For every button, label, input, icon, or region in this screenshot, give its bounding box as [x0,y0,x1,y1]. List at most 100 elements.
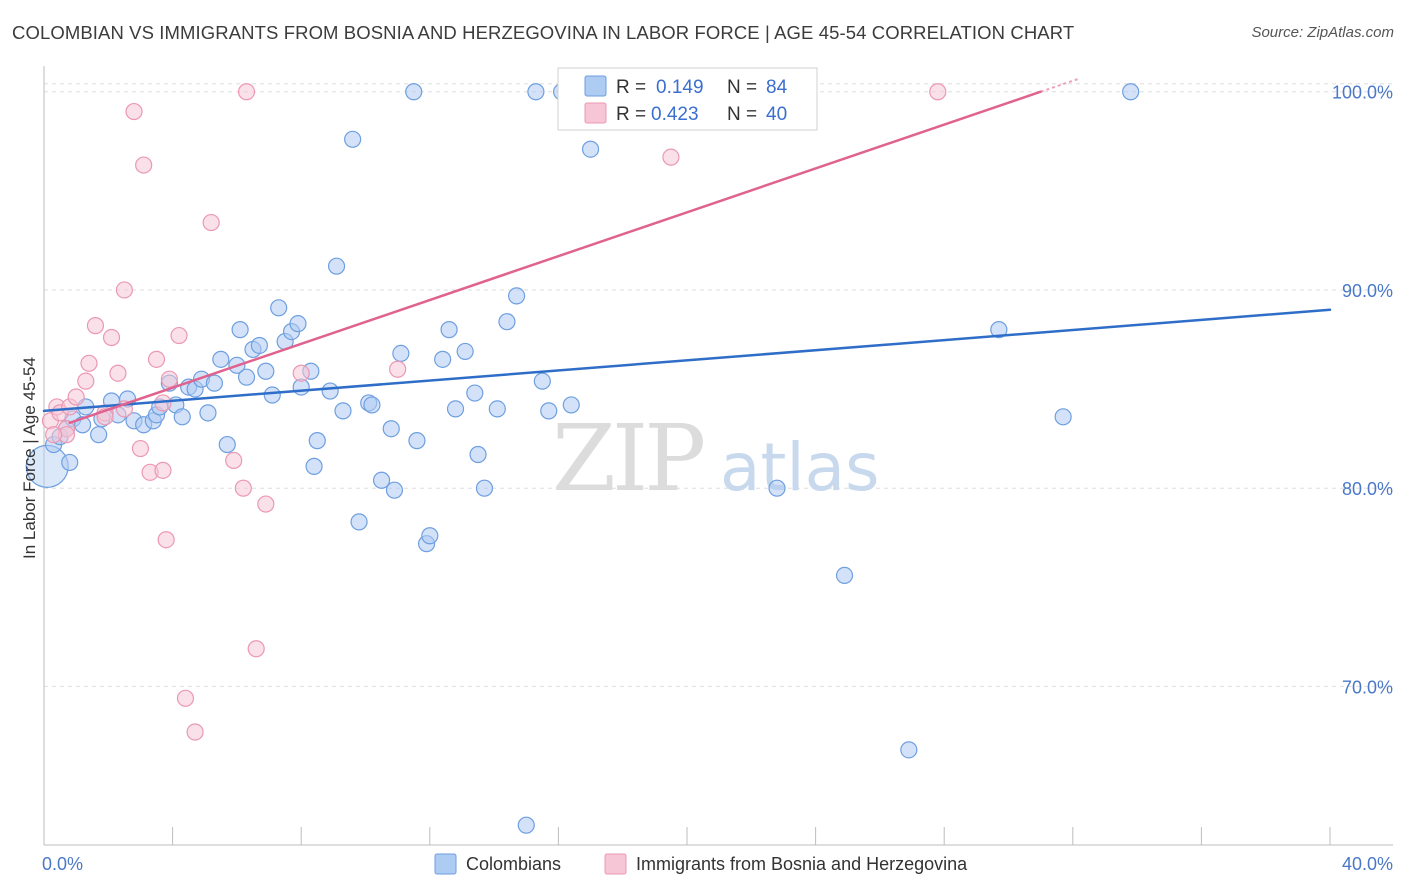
point-colombians [835,566,854,585]
point-colombians [488,400,506,418]
point-colombians [440,321,458,339]
point-colombians [475,479,494,497]
point-bosnia [292,364,310,382]
point-colombians [446,400,465,418]
point-colombians [498,313,516,331]
series-bosnia-points [41,83,947,741]
point-bosnia [45,426,63,444]
point-colombians [90,426,108,444]
point-bosnia [170,326,188,345]
chart-source: Source: ZipAtlas.com [1251,24,1394,41]
stats-r-label-bosnia: R = [616,104,646,125]
trend-line-bosnia-extension [1040,77,1080,93]
point-colombians [562,396,580,414]
point-colombians [321,382,339,400]
point-bosnia [135,156,153,174]
point-colombians [344,130,362,148]
point-colombians [372,471,391,489]
point-colombians [385,481,404,499]
y-tick-labels: 70.0% 80.0% 90.0% 100.0% [1332,83,1393,698]
trend-line-colombians [42,308,1332,413]
point-colombians [263,386,281,404]
point-colombians [212,350,230,368]
point-bosnia [247,640,265,658]
point-colombians [517,816,535,834]
point-colombians [363,396,381,414]
point-colombians [250,336,269,355]
trend-lines [42,77,1332,425]
point-bosnia [80,354,98,372]
chart-title: COLOMBIAN VS IMMIGRANTS FROM BOSNIA AND … [12,22,1075,43]
point-colombians [305,457,323,475]
stats-n-label-colombians: N = [727,77,757,98]
point-colombians [469,445,487,464]
point-colombians [327,257,346,275]
point-colombians [382,420,400,438]
stats-r-value-bosnia: 0.423 [651,104,699,125]
point-colombians [527,83,545,101]
stats-legend: R = 0.149 N = 84 R = 0.423 N = 40 [557,67,818,131]
point-colombians [533,372,551,390]
point-colombians [173,408,191,426]
point-colombians [218,435,236,454]
y-tick-label: 90.0% [1342,281,1393,301]
point-colombians [768,479,786,497]
point-colombians [334,402,352,420]
legend-label-colombians: Colombians [466,854,561,874]
point-colombians [205,374,223,392]
point-bosnia [389,360,407,378]
stats-r-value-colombians: 0.149 [656,77,704,98]
point-bosnia [125,102,143,121]
point-colombians [466,384,484,402]
watermark: ZIP atlas [552,405,880,512]
point-bosnia [77,372,95,390]
y-tick-label: 100.0% [1332,83,1393,103]
point-bosnia [131,439,150,458]
axes [43,66,1393,846]
point-bosnia [237,83,256,101]
point-colombians [456,342,474,361]
stats-r-label-colombians: R = [616,77,646,98]
x-tick-label-max: 40.0% [1342,854,1393,874]
point-colombians [408,432,426,450]
point-bosnia [86,317,105,335]
point-colombians [270,299,288,317]
x-tick-label-min: 0.0% [42,854,83,874]
legend-label-bosnia: Immigrants from Bosnia and Herzegovina [636,854,968,874]
point-colombians [61,453,79,472]
point-colombians [289,315,307,333]
y-tick-label: 80.0% [1342,479,1393,499]
point-bosnia [234,479,252,497]
point-bosnia [160,370,178,388]
watermark-atlas: atlas [720,429,880,506]
point-colombians [257,362,275,380]
point-bosnia [176,689,195,707]
point-colombians [308,432,326,450]
point-colombians [900,741,918,759]
stats-n-value-colombians: 84 [766,77,788,98]
point-colombians [990,321,1008,339]
point-colombians [508,287,526,305]
y-axis-label: In Labor Force | Age 45-54 [20,357,39,559]
point-colombians [350,513,368,531]
bottom-legend: Colombians Immigrants from Bosnia and He… [434,853,968,875]
y-tick-label: 70.0% [1342,677,1393,697]
point-bosnia [662,148,680,166]
point-bosnia [67,388,85,406]
point-colombians [199,404,217,422]
stats-swatch-bosnia [584,102,607,124]
point-colombians [405,83,423,101]
point-colombians [581,140,600,158]
point-colombians [231,321,249,339]
point-colombians [434,350,452,368]
point-bosnia [102,328,121,347]
point-bosnia [257,495,275,513]
stats-n-value-bosnia: 40 [766,104,787,125]
stats-swatch-colombians [584,75,607,97]
point-bosnia [115,281,133,299]
point-bosnia [225,451,243,470]
point-bosnia [109,364,127,382]
point-bosnia [202,213,220,232]
legend-swatch-colombians [434,853,457,875]
